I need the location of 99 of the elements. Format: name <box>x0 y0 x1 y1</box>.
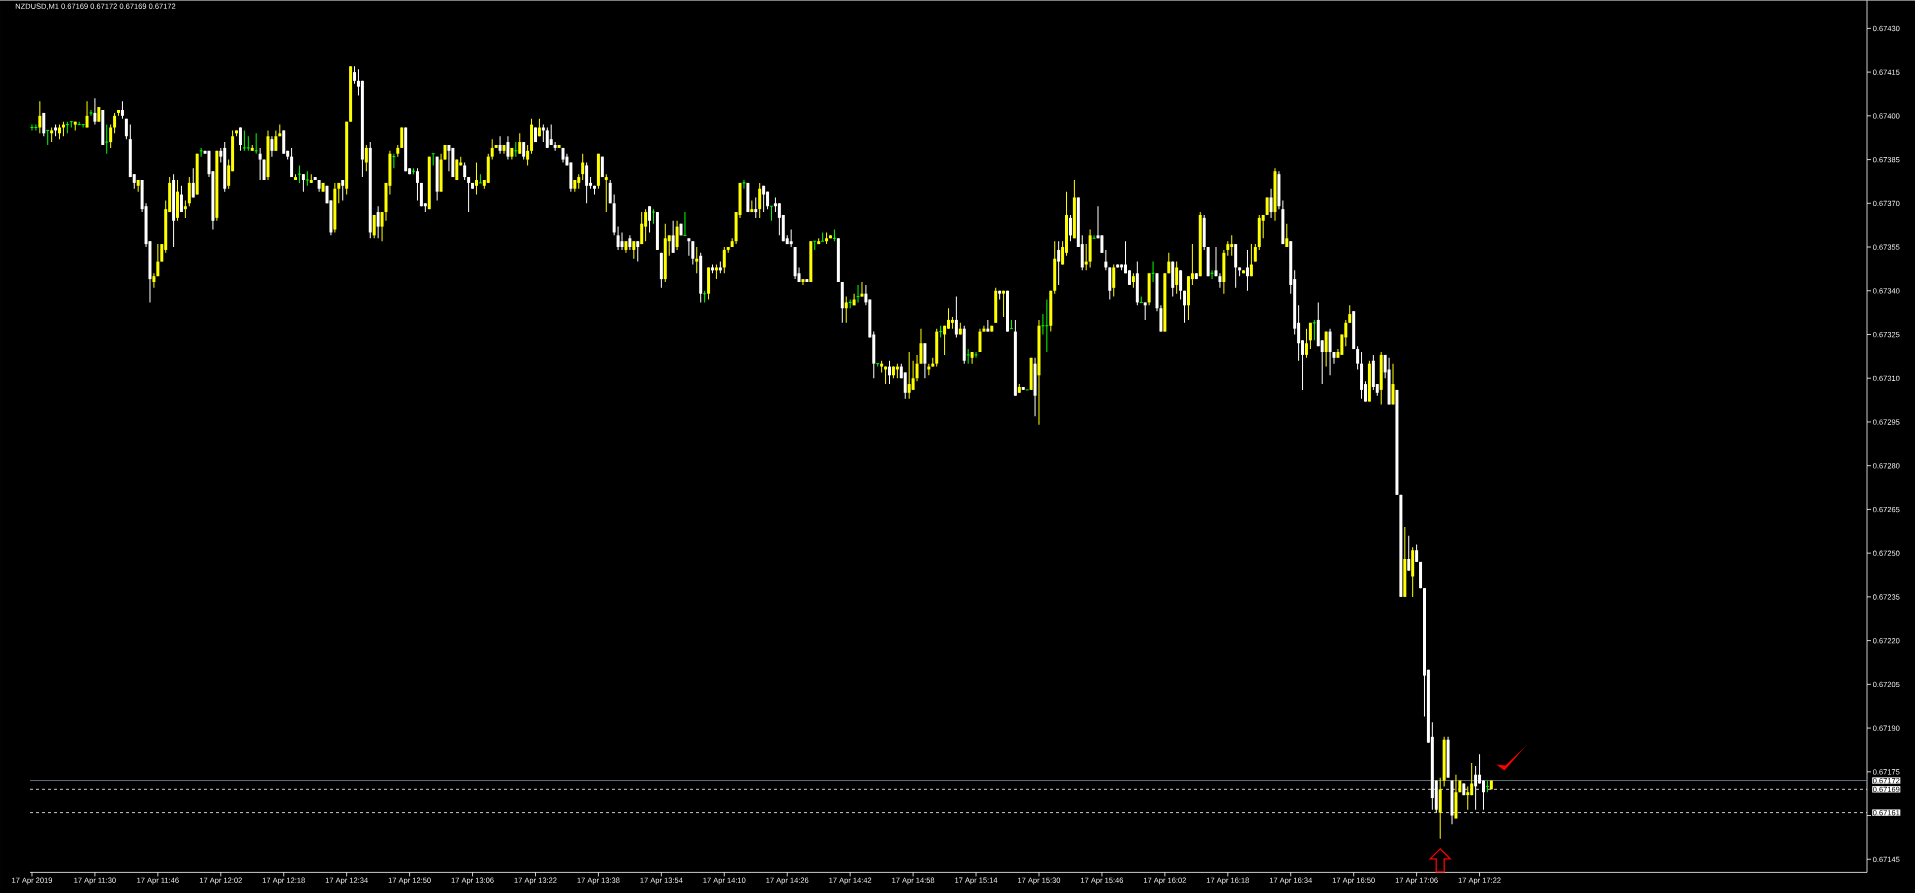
candlestick <box>741 179 746 190</box>
candlestick <box>1304 327 1308 359</box>
candlestick <box>81 123 86 128</box>
candlestick <box>585 161 589 204</box>
candlestick <box>923 342 927 379</box>
candlestick <box>113 112 117 134</box>
candlestick <box>1312 319 1317 341</box>
candlestick <box>1057 240 1061 286</box>
candlestick <box>722 246 726 274</box>
candlestick <box>191 167 195 198</box>
candlestick <box>553 141 557 152</box>
candlestick <box>29 123 34 131</box>
candlestick <box>1332 351 1336 364</box>
candlestick <box>1040 313 1045 335</box>
candlestick <box>801 278 805 286</box>
candlestick <box>1092 234 1097 239</box>
candlestick <box>1438 776 1442 840</box>
candlestick <box>769 205 774 222</box>
candlestick <box>490 138 494 160</box>
candlestick <box>1151 260 1156 283</box>
candlestick <box>1356 345 1360 370</box>
candlestick <box>431 153 436 166</box>
candlestick <box>1328 327 1332 376</box>
candlestick <box>856 284 861 303</box>
candlestick <box>187 176 191 207</box>
candlestick <box>38 100 42 134</box>
candlestick <box>1218 272 1222 289</box>
candlestick <box>467 176 471 213</box>
candlestick <box>1179 269 1183 300</box>
candlestick <box>526 144 530 166</box>
candlestick <box>675 220 679 251</box>
candlestick <box>671 220 675 254</box>
candlestick <box>282 129 286 155</box>
candlestick <box>33 123 38 131</box>
candlestick <box>518 132 522 155</box>
candlestick <box>620 231 624 251</box>
candlestick <box>545 126 549 149</box>
candlestick <box>970 351 974 364</box>
candlestick <box>604 173 608 213</box>
candlestick <box>1324 330 1328 367</box>
candlestick <box>875 362 880 367</box>
candlestick <box>1470 762 1474 796</box>
candlestick <box>691 240 695 265</box>
candlestick <box>978 327 982 353</box>
candlestick <box>109 123 113 149</box>
candlestick <box>1044 298 1049 353</box>
candlestick <box>1159 304 1163 332</box>
candlestick <box>274 129 278 152</box>
candlestick <box>640 211 644 245</box>
candlestick <box>1112 263 1116 297</box>
candlestick <box>1234 243 1238 289</box>
candlestick <box>1068 214 1072 242</box>
candlestick <box>687 237 691 257</box>
candlestick <box>380 211 384 242</box>
candlestick <box>1183 290 1187 324</box>
candlestick <box>104 123 109 155</box>
candlestick <box>1214 246 1218 277</box>
candlestick <box>506 135 510 160</box>
candlestick <box>1407 534 1411 571</box>
candlestick <box>954 295 958 338</box>
candlestick <box>644 208 648 242</box>
candlestick <box>85 100 89 128</box>
candlestick <box>513 141 518 157</box>
candlestick <box>1285 223 1289 248</box>
candlestick <box>1230 234 1234 257</box>
candlestick <box>254 132 259 155</box>
candlestick <box>400 126 404 149</box>
candlestick <box>391 153 396 169</box>
candlestick <box>179 185 183 213</box>
candlestick <box>1466 785 1470 811</box>
candlestick <box>695 246 699 274</box>
candlestick <box>498 135 502 155</box>
candlestick <box>762 185 766 213</box>
candlestick <box>1308 322 1312 350</box>
candlestick <box>1269 188 1273 219</box>
candlestick <box>844 295 848 324</box>
candlestick <box>258 147 262 181</box>
candlestick <box>45 129 50 146</box>
candlestick <box>364 144 368 172</box>
candlestick <box>270 135 274 157</box>
candlestick <box>88 109 93 117</box>
candlestick <box>376 205 380 239</box>
candlestick <box>1249 243 1253 277</box>
candlestick <box>860 281 864 297</box>
candlestick <box>903 371 907 399</box>
candlestick <box>982 325 986 332</box>
candlestick <box>1391 362 1395 405</box>
candlestick <box>754 196 758 219</box>
candlestick <box>820 231 825 242</box>
candlestick <box>1175 260 1179 294</box>
candlestick <box>974 351 979 359</box>
candlestick <box>907 351 911 399</box>
candlestick <box>1002 290 1006 318</box>
candlestick <box>1210 269 1215 280</box>
candlestick <box>758 182 762 219</box>
candlestick <box>581 153 585 181</box>
candlestick <box>636 240 640 262</box>
candlestick <box>290 147 294 178</box>
candlestick <box>93 97 97 125</box>
